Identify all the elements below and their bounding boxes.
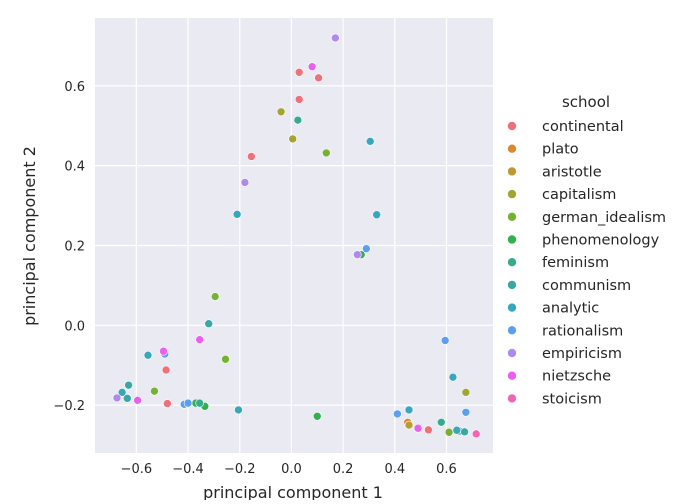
point-rationalism [461, 407, 471, 417]
point-analytic [234, 405, 243, 415]
legend-marker-stoicism [507, 393, 517, 404]
point-empiricism [112, 393, 122, 403]
point-communism [204, 319, 214, 328]
x-tick-label: −0.6 [121, 462, 153, 477]
y-tick-label: 0.6 [64, 80, 85, 95]
point-capitalism [288, 134, 298, 144]
point-rationalism [183, 398, 193, 408]
y-tick-labels: −0.2 0.0 0.2 0.4 0.6 [53, 80, 85, 414]
point-capitalism [461, 388, 471, 397]
legend-label-empiricism: empiricism [542, 346, 622, 362]
point-rationalism [440, 336, 450, 345]
legend-label-german-idealism: german_idealism [542, 210, 666, 226]
legend-marker-empiricism [507, 348, 517, 358]
y-tick-label: 0.4 [64, 160, 85, 175]
y-tick-label: −0.2 [53, 399, 85, 414]
point-analytic [404, 405, 414, 415]
point-feminism [437, 417, 446, 427]
legend-marker-analytic [507, 302, 517, 313]
point-communism [123, 394, 132, 403]
point-empiricism [353, 250, 362, 259]
point-german-idealism [322, 148, 331, 158]
legend-label-analytic: analytic [542, 301, 599, 317]
point-german-idealism [444, 427, 454, 437]
legend-marker-capitalism [507, 189, 517, 199]
point-nietzsche [413, 423, 423, 433]
legend-label-continental: continental [542, 119, 624, 135]
point-empiricism [240, 178, 250, 187]
legend-label-rationalism: rationalism [542, 323, 623, 339]
legend-label-communism: communism [542, 278, 631, 294]
point-nietzsche [195, 335, 204, 344]
point-german-idealism [210, 292, 220, 301]
point-german-idealism [150, 386, 159, 396]
point-analytic [372, 210, 382, 220]
point-rationalism [393, 409, 402, 419]
point-continental [294, 67, 304, 77]
legend-marker-continental [507, 121, 517, 131]
x-tick-label: 0.2 [333, 462, 354, 477]
plot-background [95, 18, 493, 453]
legend: school continental plato aristotle capitali… [507, 93, 666, 407]
point-analytic [365, 137, 375, 146]
legend-marker-aristotle [507, 166, 517, 177]
y-axis-label: principal component 2 [20, 146, 39, 326]
legend-marker-nietzsche [507, 370, 517, 381]
x-axis-label: principal component 1 [203, 483, 383, 500]
point-continental [314, 73, 323, 83]
point-continental [247, 152, 256, 161]
point-aristotle [404, 420, 414, 430]
point-analytic [452, 425, 462, 435]
x-tick-label: 0.6 [436, 462, 457, 477]
point-analytic [448, 372, 458, 382]
grid-lines [95, 18, 493, 453]
legend-items: continental plato aristotle capitalism germa… [507, 119, 666, 407]
legend-title: school [562, 93, 610, 111]
legend-label-capitalism: capitalism [542, 187, 616, 203]
legend-marker-phenomenology [507, 234, 517, 245]
y-tick-label: 0.0 [64, 319, 85, 334]
point-empiricism [331, 33, 340, 43]
legend-label-plato: plato [542, 142, 579, 158]
legend-marker-communism [507, 280, 517, 290]
point-feminism [195, 398, 204, 408]
point-feminism [293, 115, 303, 125]
legend-label-stoicism: stoicism [542, 391, 602, 407]
point-nietzsche [133, 396, 142, 405]
point-stoicism [471, 429, 481, 439]
legend-label-nietzsche: nietzsche [542, 369, 611, 385]
point-analytic [143, 350, 153, 360]
point-continental [294, 95, 304, 104]
point-analytic [232, 210, 242, 219]
point-communism [124, 380, 133, 390]
point-continental [161, 365, 171, 375]
scatter-points [112, 33, 481, 439]
legend-label-aristotle: aristotle [542, 164, 602, 180]
point-rationalism [362, 244, 371, 253]
legend-label-feminism: feminism [542, 255, 609, 271]
x-tick-label: −0.4 [172, 462, 204, 477]
point-nietzsche [159, 346, 168, 356]
point-continental [163, 399, 172, 408]
point-communism [460, 427, 469, 437]
point-phenomenology [312, 411, 322, 421]
point-nietzsche [307, 62, 317, 71]
point-capitalism [276, 107, 286, 117]
point-continental [424, 425, 433, 435]
point-analytic [117, 388, 127, 397]
x-tick-label: 0.4 [384, 462, 405, 477]
legend-marker-feminism [507, 257, 517, 268]
legend-label-phenomenology: phenomenology [542, 233, 660, 249]
legend-marker-plato [507, 143, 517, 154]
x-tick-label: −0.2 [224, 462, 256, 477]
y-tick-label: 0.2 [64, 239, 85, 254]
x-tick-labels: −0.6 −0.4 −0.2 0.0 0.2 0.4 0.6 [121, 462, 457, 477]
legend-marker-german-idealism [507, 212, 517, 222]
point-german-idealism [221, 354, 230, 364]
legend-marker-rationalism [507, 325, 517, 336]
x-tick-label: 0.0 [281, 462, 302, 477]
